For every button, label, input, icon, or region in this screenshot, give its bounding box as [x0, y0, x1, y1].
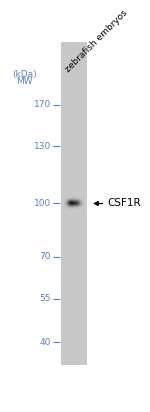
Text: 130: 130: [34, 142, 51, 151]
Text: zebrafish embryos: zebrafish embryos: [64, 9, 129, 74]
Text: 55: 55: [40, 294, 51, 303]
Text: 100: 100: [34, 199, 51, 208]
Text: MW: MW: [16, 77, 33, 87]
Text: 70: 70: [40, 252, 51, 261]
Text: CSF1R: CSF1R: [108, 199, 141, 208]
Text: 170: 170: [34, 100, 51, 109]
FancyBboxPatch shape: [61, 42, 87, 365]
Text: (kDa): (kDa): [12, 70, 37, 79]
Text: 40: 40: [40, 338, 51, 347]
